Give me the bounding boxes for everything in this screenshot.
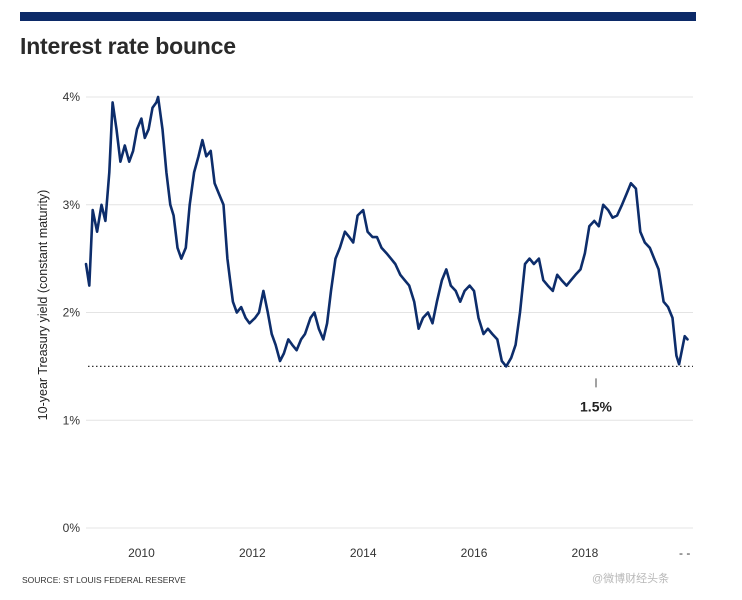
x-tick-label: 2018 (572, 546, 599, 560)
y-tick-label: 1% (63, 413, 81, 427)
chart-title: Interest rate bounce (20, 33, 236, 59)
x-tick-label: 2014 (350, 546, 377, 560)
y-tick-label: 4% (63, 90, 81, 104)
watermark: @微博财经头条 (592, 573, 670, 585)
x-tick-label: - - (679, 546, 690, 560)
source-note: SOURCE: St Louis Federal Reserve (22, 575, 186, 585)
y-tick-label: 0% (63, 521, 81, 535)
y-tick-label: 2% (63, 306, 81, 320)
x-tick-label: 2012 (239, 546, 266, 560)
y-tick-label: 3% (63, 198, 81, 212)
series-line (84, 95, 689, 368)
x-tick-label: 2010 (128, 546, 155, 560)
y-axis-label: 10-year Treasury yield (constant maturit… (36, 190, 50, 421)
reference-label: 1.5% (580, 398, 612, 414)
x-tick-label: 2016 (461, 546, 488, 560)
header-rule (20, 12, 696, 21)
